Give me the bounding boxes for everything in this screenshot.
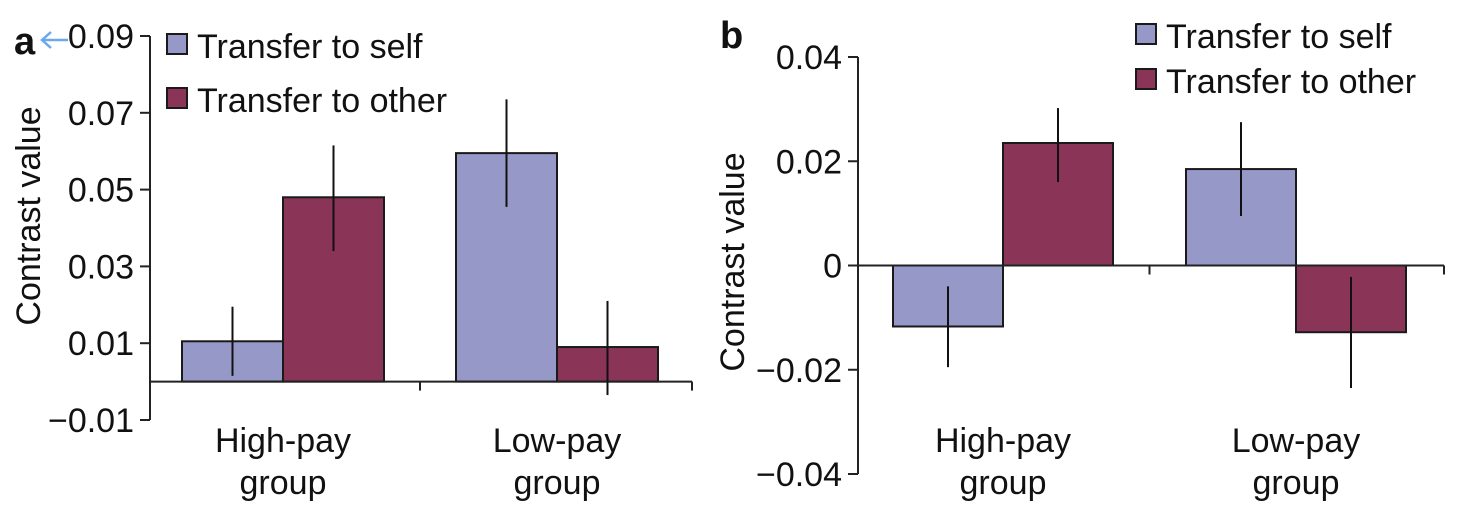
panel-a-y-tick-label: 0.01 (68, 325, 134, 363)
panel-a-category-label: group (240, 464, 327, 502)
panel-a-letter: a (14, 21, 36, 63)
panel-b-y-tick-label: −0.04 (756, 456, 842, 494)
panel-b-legend-label: Transfer to other (1166, 63, 1416, 101)
panel-a-category-label: group (514, 464, 601, 502)
panel-a-legend-label: Transfer to self (197, 28, 423, 66)
panel-a-legend-swatch (166, 87, 188, 109)
panel-b-y-axis-title: Contrast value (714, 152, 752, 371)
panel-b-legend-label: Transfer to self (1166, 18, 1392, 56)
panel-a-y-tick-label: 0.07 (68, 95, 134, 133)
panel-a-y-tick-label: 0.03 (68, 248, 134, 286)
panel-a-category-label: High-pay (215, 422, 351, 460)
panel-b-letter: b (720, 15, 743, 57)
panel-a-y-tick-label: 0.05 (68, 172, 134, 210)
panel-b-category-label: High-pay (935, 422, 1071, 460)
panel-a-back-arrow-icon (40, 31, 68, 49)
panel-b-y-tick-label: 0.02 (776, 143, 842, 181)
panel-b-category-label: group (1253, 464, 1340, 502)
panel-a-y-axis-title: Contrast value (10, 106, 48, 325)
panel-a-legend-label: Transfer to other (197, 82, 447, 120)
panel-b-y-tick-label: 0.04 (776, 39, 842, 77)
panel-b-legend-swatch (1135, 23, 1157, 45)
panel-a-legend-swatch (166, 33, 188, 55)
panel-b-legend-swatch (1135, 68, 1157, 90)
panel-b-y-tick-label: 0 (823, 248, 842, 286)
panel-b-category-label: group (960, 464, 1047, 502)
panel-a-y-tick-label: 0.09 (68, 18, 134, 56)
panel-b-category-label: Low-pay (1232, 422, 1361, 460)
panel-a-y-tick-label: −0.01 (48, 402, 134, 440)
chart-panel-a: −0.01 0.01 0.03 0.05 0.07 0.09 Contrast value H… (10, 18, 693, 502)
panel-a-category-label: Low-pay (493, 422, 622, 460)
panel-b-y-tick-label: −0.02 (756, 352, 842, 390)
chart-panel-b: −0.04 −0.02 0 0.02 0.04 Contrast value High-pa… (714, 18, 1445, 502)
